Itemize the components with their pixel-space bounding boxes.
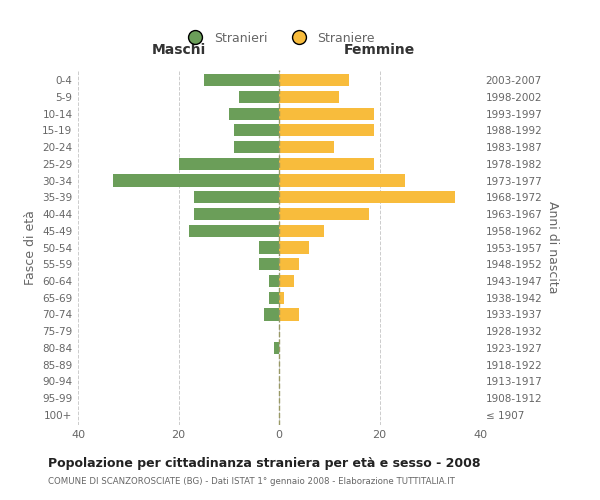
Bar <box>279 208 370 220</box>
Bar <box>113 174 279 186</box>
Text: Maschi: Maschi <box>151 42 206 56</box>
Bar <box>279 74 349 86</box>
Bar <box>279 158 374 170</box>
Y-axis label: Anni di nascita: Anni di nascita <box>546 201 559 294</box>
Bar <box>279 292 284 304</box>
Bar <box>269 292 279 304</box>
Bar <box>229 108 279 120</box>
Bar <box>274 342 279 354</box>
Bar <box>279 108 374 120</box>
Text: COMUNE DI SCANZOROSCIATE (BG) - Dati ISTAT 1° gennaio 2008 - Elaborazione TUTTIT: COMUNE DI SCANZOROSCIATE (BG) - Dati IST… <box>48 478 455 486</box>
Bar <box>194 208 279 220</box>
Bar <box>203 74 279 86</box>
Bar <box>239 91 279 103</box>
Text: Popolazione per cittadinanza straniera per età e sesso - 2008: Popolazione per cittadinanza straniera p… <box>48 458 481 470</box>
Bar <box>279 91 340 103</box>
Y-axis label: Fasce di età: Fasce di età <box>23 210 37 285</box>
Bar <box>279 174 404 186</box>
Text: Femmine: Femmine <box>344 42 415 56</box>
Bar <box>259 258 279 270</box>
Bar <box>234 141 279 153</box>
Bar <box>234 124 279 136</box>
Bar <box>279 224 324 237</box>
Bar <box>188 224 279 237</box>
Legend: Stranieri, Straniere: Stranieri, Straniere <box>178 26 380 50</box>
Bar <box>264 308 279 320</box>
Bar <box>269 275 279 287</box>
Bar <box>279 242 309 254</box>
Bar <box>279 258 299 270</box>
Bar <box>194 191 279 203</box>
Bar <box>279 191 455 203</box>
Bar <box>279 141 334 153</box>
Bar <box>179 158 279 170</box>
Bar <box>259 242 279 254</box>
Bar <box>279 275 294 287</box>
Bar <box>279 308 299 320</box>
Bar <box>279 124 374 136</box>
